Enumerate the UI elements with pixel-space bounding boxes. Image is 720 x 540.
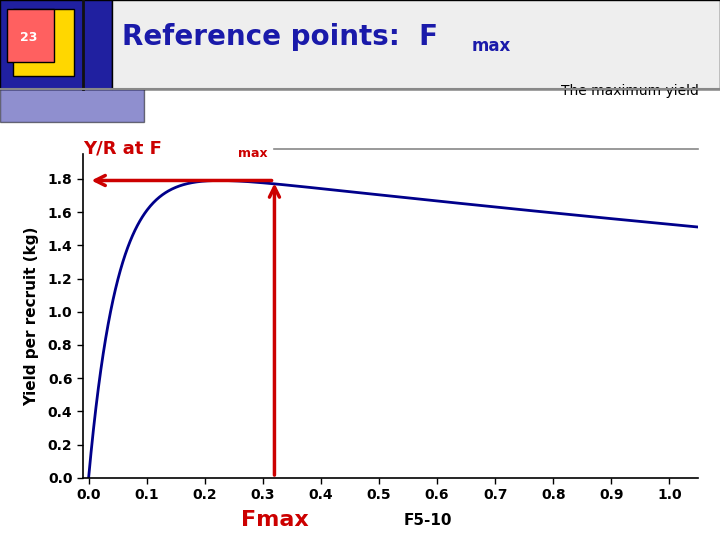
Text: Fmax: Fmax (240, 510, 308, 530)
Text: max: max (472, 37, 511, 55)
Text: Reference points:  F: Reference points: F (122, 23, 438, 51)
Text: max: max (238, 147, 267, 160)
Y-axis label: Yield per recruit (kg): Yield per recruit (kg) (24, 226, 40, 406)
Text: 23: 23 (20, 31, 37, 44)
Text: F5-10: F5-10 (404, 512, 452, 528)
Text: Y/R at F: Y/R at F (83, 139, 162, 158)
Text: The maximum yield: The maximum yield (561, 84, 698, 98)
